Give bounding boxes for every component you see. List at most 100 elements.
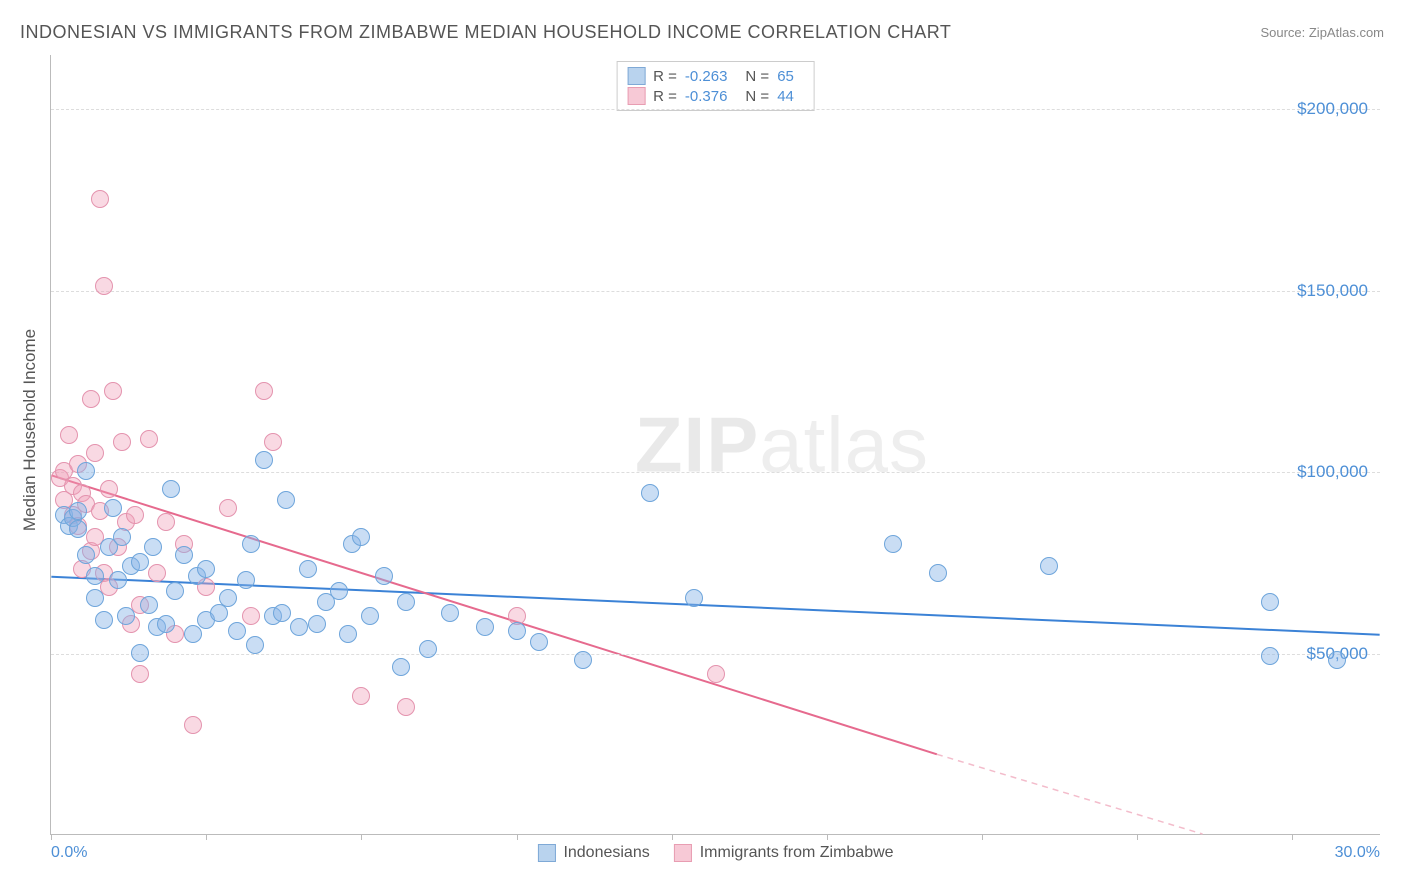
- x-tick: [361, 834, 362, 840]
- data-point: [361, 607, 379, 625]
- legend-swatch-series2-icon: [674, 844, 692, 862]
- data-point: [175, 546, 193, 564]
- data-point: [929, 564, 947, 582]
- r-value-series1: -0.263: [685, 68, 728, 85]
- data-point: [140, 596, 158, 614]
- data-point: [82, 390, 100, 408]
- gridline: [51, 472, 1380, 473]
- data-point: [197, 560, 215, 578]
- x-tick: [982, 834, 983, 840]
- data-point: [1328, 651, 1346, 669]
- data-point: [237, 571, 255, 589]
- data-point: [397, 698, 415, 716]
- legend-series: Indonesians Immigrants from Zimbabwe: [537, 844, 893, 862]
- data-point: [69, 502, 87, 520]
- data-point: [95, 611, 113, 629]
- data-point: [157, 615, 175, 633]
- data-point: [86, 567, 104, 585]
- legend-swatch-series2: [627, 87, 645, 105]
- data-point: [242, 535, 260, 553]
- legend-label-series1: Indonesians: [563, 844, 649, 862]
- data-point: [104, 382, 122, 400]
- y-tick-label: $200,000: [1297, 99, 1368, 119]
- data-point: [441, 604, 459, 622]
- legend-swatch-series1: [627, 67, 645, 85]
- x-tick: [827, 834, 828, 840]
- x-tick: [517, 834, 518, 840]
- data-point: [419, 640, 437, 658]
- legend-item-series1: Indonesians: [537, 844, 649, 862]
- data-point: [308, 615, 326, 633]
- data-point: [131, 553, 149, 571]
- trend-line: [937, 754, 1203, 834]
- data-point: [352, 528, 370, 546]
- data-point: [1261, 593, 1279, 611]
- legend-item-series2: Immigrants from Zimbabwe: [674, 844, 894, 862]
- n-label: N =: [745, 68, 769, 85]
- data-point: [166, 582, 184, 600]
- legend-row-series1: R = -0.263 N = 65: [627, 66, 804, 86]
- x-axis-min-label: 0.0%: [51, 844, 87, 862]
- data-point: [184, 625, 202, 643]
- data-point: [476, 618, 494, 636]
- x-tick: [1292, 834, 1293, 840]
- data-point: [375, 567, 393, 585]
- data-point: [113, 433, 131, 451]
- data-point: [148, 564, 166, 582]
- data-point: [77, 462, 95, 480]
- data-point: [392, 658, 410, 676]
- data-point: [352, 687, 370, 705]
- data-point: [219, 499, 237, 517]
- data-point: [60, 426, 78, 444]
- data-point: [530, 633, 548, 651]
- data-point: [95, 277, 113, 295]
- watermark-part2: atlas: [759, 400, 929, 488]
- data-point: [255, 451, 273, 469]
- data-point: [273, 604, 291, 622]
- y-tick-label: $100,000: [1297, 462, 1368, 482]
- r-label: R =: [653, 88, 677, 105]
- gridline: [51, 654, 1380, 655]
- data-point: [77, 546, 95, 564]
- data-point: [131, 644, 149, 662]
- data-point: [1261, 647, 1279, 665]
- y-axis-label: Median Household Income: [20, 329, 40, 531]
- chart-title: INDONESIAN VS IMMIGRANTS FROM ZIMBABWE M…: [20, 22, 951, 43]
- x-tick: [672, 834, 673, 840]
- legend-row-series2: R = -0.376 N = 44: [627, 86, 804, 106]
- x-axis-max-label: 30.0%: [1335, 844, 1380, 862]
- source-label: Source: ZipAtlas.com: [1260, 25, 1384, 40]
- data-point: [339, 625, 357, 643]
- data-point: [113, 528, 131, 546]
- data-point: [264, 433, 282, 451]
- data-point: [228, 622, 246, 640]
- data-point: [126, 506, 144, 524]
- legend-correlation: R = -0.263 N = 65 R = -0.376 N = 44: [616, 61, 815, 111]
- watermark-part1: ZIP: [635, 400, 759, 488]
- data-point: [397, 593, 415, 611]
- trend-lines-layer: [51, 55, 1380, 834]
- x-tick: [51, 834, 52, 840]
- data-point: [299, 560, 317, 578]
- gridline: [51, 291, 1380, 292]
- r-label: R =: [653, 68, 677, 85]
- data-point: [508, 622, 526, 640]
- watermark: ZIPatlas: [635, 399, 929, 490]
- data-point: [184, 716, 202, 734]
- data-point: [277, 491, 295, 509]
- data-point: [157, 513, 175, 531]
- data-point: [707, 665, 725, 683]
- data-point: [685, 589, 703, 607]
- trend-line: [51, 475, 937, 754]
- x-tick: [1137, 834, 1138, 840]
- data-point: [140, 430, 158, 448]
- chart-container: INDONESIAN VS IMMIGRANTS FROM ZIMBABWE M…: [0, 0, 1406, 892]
- r-value-series2: -0.376: [685, 88, 728, 105]
- n-value-series1: 65: [777, 68, 794, 85]
- data-point: [219, 589, 237, 607]
- data-point: [144, 538, 162, 556]
- data-point: [91, 190, 109, 208]
- data-point: [86, 444, 104, 462]
- data-point: [242, 607, 260, 625]
- data-point: [884, 535, 902, 553]
